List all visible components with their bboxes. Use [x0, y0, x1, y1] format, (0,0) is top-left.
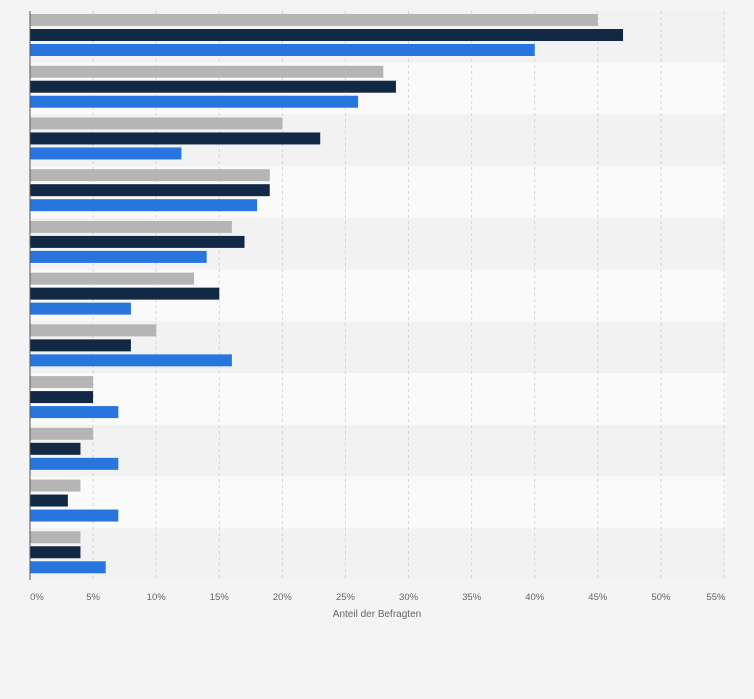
bar [30, 14, 598, 26]
bar [30, 427, 94, 440]
bar [30, 29, 624, 41]
bar [30, 184, 270, 197]
bar [30, 339, 131, 352]
bar [30, 494, 68, 507]
bar [30, 95, 359, 108]
bar [30, 117, 283, 130]
bar [30, 531, 81, 544]
bar [30, 272, 195, 285]
x-tick-label: 30% [399, 592, 419, 603]
bar [30, 220, 232, 233]
row-band [30, 424, 726, 477]
x-tick-label: 0% [30, 592, 44, 603]
x-tick-label: 20% [273, 592, 293, 603]
x-tick-label: 15% [210, 592, 230, 603]
bar [30, 376, 94, 389]
x-tick-label: 50% [651, 592, 671, 603]
gridlines [92, 11, 725, 580]
bar [30, 65, 384, 78]
x-tick-label: 35% [462, 592, 482, 603]
bar [30, 561, 106, 574]
bar [30, 406, 119, 419]
row-band [30, 476, 726, 529]
bar [30, 132, 321, 145]
bar [30, 44, 535, 56]
bar [30, 324, 157, 337]
x-tick-label: 10% [147, 592, 167, 603]
bar [30, 169, 270, 182]
x-tick-label: 45% [588, 592, 608, 603]
bar [30, 479, 81, 492]
bar [30, 509, 119, 522]
x-tick-label: 40% [525, 592, 545, 603]
bar [30, 302, 131, 315]
row-band [30, 528, 726, 580]
bars [30, 14, 624, 574]
bar [30, 250, 207, 263]
bar [30, 354, 232, 367]
bar [30, 147, 182, 160]
bar [30, 442, 81, 455]
x-axis-title: Anteil der Befragten [333, 609, 421, 620]
bar [30, 457, 119, 470]
bar [30, 287, 220, 300]
bar [30, 199, 258, 212]
bar [30, 546, 81, 559]
bar [30, 80, 396, 93]
x-tick-label: 55% [706, 592, 726, 603]
x-tick-label: 5% [86, 592, 100, 603]
bar [30, 235, 245, 248]
x-tick-labels: 0% 5% 10% 15% 20% 25% 30% 35% 40% 45% 50% 55% [30, 592, 726, 603]
x-tick-label: 25% [336, 592, 356, 603]
row-band [30, 373, 726, 425]
bar [30, 391, 94, 404]
